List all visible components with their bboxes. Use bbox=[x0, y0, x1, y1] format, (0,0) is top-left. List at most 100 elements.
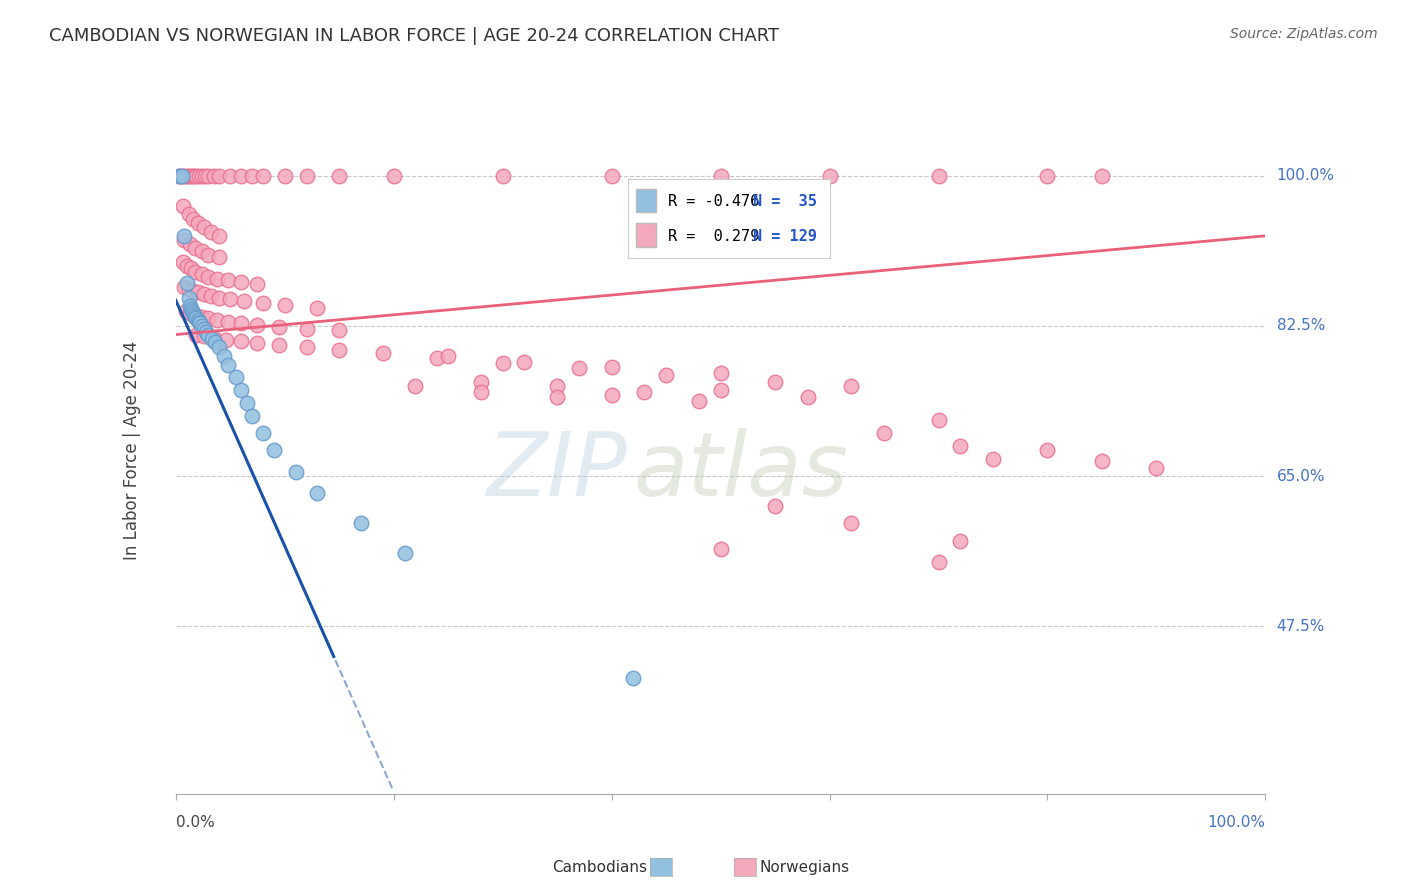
Point bbox=[174, 304, 197, 318]
Point bbox=[191, 318, 214, 333]
Text: 47.5%: 47.5% bbox=[1277, 619, 1324, 634]
Point bbox=[187, 169, 209, 183]
Text: 0.0%: 0.0% bbox=[176, 815, 215, 830]
Point bbox=[841, 516, 863, 531]
Point bbox=[180, 261, 202, 276]
Point bbox=[167, 169, 190, 183]
Point bbox=[197, 248, 219, 262]
Point bbox=[208, 228, 231, 243]
Point bbox=[252, 169, 274, 183]
Point bbox=[621, 671, 644, 685]
Point bbox=[191, 244, 214, 259]
Text: Source: ZipAtlas.com: Source: ZipAtlas.com bbox=[1230, 27, 1378, 41]
Point bbox=[710, 384, 733, 398]
Point bbox=[205, 313, 228, 327]
Point bbox=[197, 270, 219, 285]
Point bbox=[328, 323, 350, 337]
Point bbox=[426, 351, 449, 365]
Point bbox=[197, 327, 219, 342]
Point bbox=[181, 284, 204, 298]
Point bbox=[928, 169, 950, 183]
Point bbox=[928, 413, 950, 427]
Point bbox=[191, 310, 214, 324]
Point bbox=[212, 349, 235, 363]
Point bbox=[394, 546, 416, 561]
Point bbox=[184, 241, 207, 255]
Text: Cambodians: Cambodians bbox=[551, 860, 647, 874]
Text: 82.5%: 82.5% bbox=[1277, 318, 1324, 334]
Point bbox=[492, 356, 515, 370]
Point bbox=[492, 169, 515, 183]
Point bbox=[186, 327, 208, 342]
Point bbox=[231, 334, 253, 349]
Text: ZIP: ZIP bbox=[488, 428, 628, 514]
Point bbox=[194, 169, 217, 183]
Point bbox=[191, 169, 214, 183]
Point bbox=[180, 301, 202, 316]
Point bbox=[470, 385, 492, 400]
Point bbox=[841, 379, 863, 393]
Point bbox=[371, 346, 394, 360]
Point bbox=[193, 329, 215, 343]
Point bbox=[981, 452, 1004, 467]
Point bbox=[174, 169, 197, 183]
Point bbox=[172, 199, 194, 213]
Point bbox=[183, 308, 205, 322]
Point bbox=[269, 319, 291, 334]
Point bbox=[173, 233, 195, 247]
Point bbox=[208, 250, 231, 264]
Point bbox=[763, 500, 786, 514]
Point bbox=[179, 306, 201, 320]
Point bbox=[328, 343, 350, 357]
Point bbox=[179, 299, 201, 313]
Point bbox=[219, 293, 242, 307]
Point bbox=[246, 318, 269, 332]
Point bbox=[231, 317, 253, 331]
Point bbox=[200, 289, 222, 303]
Point bbox=[193, 287, 215, 301]
Point bbox=[193, 321, 215, 335]
Point bbox=[181, 306, 204, 320]
Point bbox=[176, 259, 198, 273]
Point bbox=[1036, 443, 1059, 458]
Point bbox=[208, 291, 231, 305]
Point bbox=[246, 277, 269, 291]
Text: atlas: atlas bbox=[633, 428, 848, 514]
Point bbox=[246, 336, 269, 351]
Point bbox=[195, 325, 218, 339]
Point bbox=[710, 366, 733, 380]
Point bbox=[191, 268, 214, 282]
Point bbox=[172, 169, 194, 183]
Point bbox=[328, 169, 350, 183]
Point bbox=[269, 338, 291, 352]
Point bbox=[225, 370, 247, 384]
Point bbox=[873, 426, 896, 441]
Point bbox=[184, 265, 207, 279]
Point bbox=[181, 304, 204, 318]
Point bbox=[1036, 169, 1059, 183]
Point bbox=[818, 169, 841, 183]
Point bbox=[173, 280, 195, 294]
Point bbox=[186, 169, 208, 183]
Point bbox=[796, 390, 818, 404]
Text: 100.0%: 100.0% bbox=[1208, 815, 1265, 830]
Point bbox=[350, 516, 373, 531]
Point bbox=[600, 387, 623, 401]
Point bbox=[1091, 169, 1114, 183]
Point bbox=[208, 169, 231, 183]
Text: CAMBODIAN VS NORWEGIAN IN LABOR FORCE | AGE 20-24 CORRELATION CHART: CAMBODIAN VS NORWEGIAN IN LABOR FORCE | … bbox=[49, 27, 779, 45]
Point bbox=[252, 295, 274, 310]
Point bbox=[187, 315, 209, 329]
Point bbox=[181, 211, 204, 226]
Point bbox=[217, 358, 239, 372]
Point bbox=[193, 220, 215, 235]
Point bbox=[274, 169, 297, 183]
Point bbox=[172, 169, 194, 183]
Point bbox=[928, 555, 950, 569]
Point bbox=[710, 169, 733, 183]
Point bbox=[177, 282, 200, 296]
Point bbox=[240, 169, 263, 183]
Point bbox=[295, 340, 318, 354]
Point bbox=[186, 216, 209, 230]
Point bbox=[295, 321, 318, 335]
